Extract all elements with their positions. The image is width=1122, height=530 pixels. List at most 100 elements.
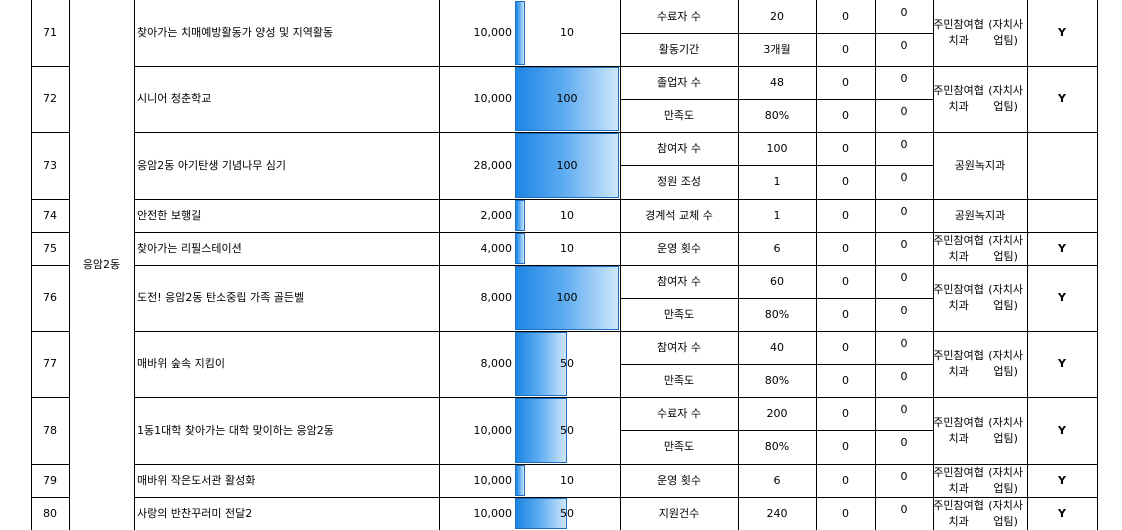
indicator-label: 경계석 교체 수 — [645, 208, 713, 222]
progress-bar — [515, 67, 619, 131]
indicator-actual: 0 — [842, 9, 849, 23]
indicator-target: 80% — [764, 440, 790, 453]
row-line — [134, 464, 1098, 465]
progress-bar — [515, 233, 525, 264]
progress-value: 50 — [560, 357, 574, 370]
department-line: (자치사업팀) — [988, 283, 1023, 312]
row-line — [31, 331, 70, 332]
flag-cell: Y — [1058, 357, 1066, 370]
progress-value: 10 — [560, 208, 574, 222]
progress-bar — [515, 266, 619, 330]
sub-row-line — [620, 298, 934, 299]
indicator-actual: 0 — [842, 108, 849, 122]
department: 주민참여협치과 (자치사업팀) — [933, 331, 1027, 397]
budget-amount: 8,000 — [480, 357, 513, 370]
sub-row-line — [620, 364, 934, 365]
progress-value: 50 — [560, 506, 574, 520]
row-number: 71 — [43, 26, 57, 39]
budget-amount: 28,000 — [473, 158, 513, 172]
indicator-actual: 0 — [842, 208, 849, 222]
row-number: 75 — [43, 241, 57, 255]
indicator-rate: 0 — [900, 205, 908, 218]
row-number: 76 — [43, 291, 57, 304]
indicator-rate: 0 — [900, 138, 908, 151]
sub-row-line — [620, 33, 934, 34]
project-name: 찾아가는 리필스테이션 — [137, 241, 242, 255]
column-line — [620, 0, 621, 530]
department-line: (자치사업팀) — [988, 415, 1023, 445]
row-line — [31, 232, 70, 233]
department: 공원녹지과 — [933, 199, 1027, 232]
sub-row-line — [620, 430, 934, 431]
department-line: 공원녹지과 — [954, 158, 1006, 172]
indicator-rate: 0 — [900, 39, 908, 52]
budget-amount: 10,000 — [473, 92, 513, 105]
progress-bar — [515, 498, 567, 529]
row-line — [134, 199, 1098, 200]
flag-cell: Y — [1058, 26, 1066, 39]
row-line — [31, 497, 70, 498]
row-line — [31, 199, 70, 200]
indicator-rate: 0 — [900, 436, 908, 449]
indicator-label: 운영 횟수 — [657, 473, 701, 487]
row-number: 72 — [43, 92, 57, 105]
district-cell: 응암2동 — [82, 258, 121, 271]
indicator-target: 200 — [766, 406, 788, 420]
department-line: 주민참여협치과 — [933, 349, 984, 378]
column-line — [738, 0, 739, 530]
indicator-target: 60 — [770, 274, 784, 288]
indicator-label: 만족도 — [663, 307, 695, 321]
budget-amount: 10,000 — [473, 26, 513, 39]
column-line — [69, 0, 70, 530]
indicator-label: 정원 조성 — [657, 175, 701, 188]
indicator-target: 40 — [770, 340, 784, 354]
flag-cell — [1027, 199, 1097, 232]
flag-cell: Y — [1058, 423, 1066, 437]
progress-value: 100 — [556, 92, 578, 105]
indicator-rate: 0 — [900, 370, 908, 383]
indicator-rate: 0 — [900, 72, 908, 85]
indicator-rate: 0 — [900, 6, 908, 19]
column-line — [875, 0, 876, 530]
row-line — [134, 232, 1098, 233]
indicator-rate: 0 — [900, 238, 908, 251]
column-line — [816, 0, 817, 530]
indicator-actual: 0 — [842, 440, 849, 453]
indicator-target: 80% — [764, 307, 790, 321]
project-name: 매바위 작은도서관 활성화 — [137, 473, 256, 487]
row-line — [31, 464, 70, 465]
row-line — [134, 265, 1098, 266]
indicator-target: 6 — [773, 241, 781, 255]
indicator-target: 80% — [764, 108, 790, 122]
row-number: 74 — [43, 208, 57, 222]
indicator-label: 수료자 수 — [657, 9, 701, 23]
department-line: 주민참여협치과 — [933, 233, 984, 263]
department-line: 주민참여협치과 — [933, 283, 984, 312]
indicator-target: 80% — [764, 373, 790, 387]
indicator-actual: 0 — [842, 274, 849, 288]
indicator-actual: 0 — [842, 241, 849, 255]
indicator-target: 1 — [773, 208, 781, 222]
budget-amount: 10,000 — [473, 506, 513, 520]
budget-amount: 2,000 — [480, 208, 513, 222]
department: 주민참여협치과 (자치사업팀) — [933, 66, 1027, 132]
budget-amount: 10,000 — [473, 473, 513, 487]
indicator-target: 6 — [773, 473, 781, 487]
progress-value: 10 — [560, 473, 574, 487]
progress-value: 50 — [560, 423, 574, 437]
indicator-label: 졸업자 수 — [657, 75, 701, 89]
indicator-actual: 0 — [842, 307, 849, 321]
column-line — [31, 0, 32, 530]
project-name: 안전한 보행길 — [137, 208, 202, 222]
indicator-actual: 0 — [842, 506, 849, 520]
indicator-actual: 0 — [842, 473, 849, 487]
department-line: 공원녹지과 — [954, 208, 1006, 222]
department-line: 주민참여협치과 — [933, 415, 984, 445]
indicator-rate: 0 — [900, 403, 908, 416]
indicator-actual: 0 — [842, 406, 849, 420]
row-number: 79 — [43, 473, 57, 487]
project-name: 도전! 응암2동 탄소중립 가족 골든벨 — [137, 291, 305, 304]
department: 공원녹지과 — [933, 132, 1027, 199]
indicator-target: 48 — [770, 75, 784, 89]
